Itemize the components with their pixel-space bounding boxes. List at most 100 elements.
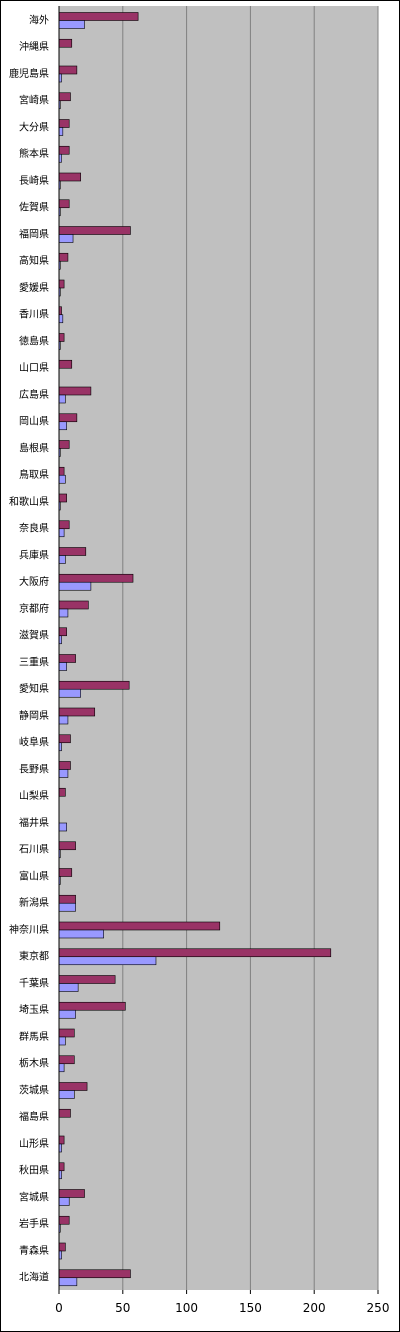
x-tick-label: 50 [115, 1301, 130, 1315]
bar-series-b [58, 662, 67, 671]
bar-series-b [58, 1063, 65, 1073]
category-label: 長野県 [19, 763, 49, 775]
bar-series-a [58, 145, 70, 155]
bar-series-a [58, 654, 76, 663]
bar-series-a [58, 600, 89, 610]
category-label: 群馬県 [19, 1030, 49, 1043]
category-label: 徳島県 [19, 334, 49, 347]
category-label: 山梨県 [19, 789, 49, 802]
bar-series-a [58, 761, 71, 770]
category-label: 石川県 [19, 844, 49, 856]
bar-series-a [58, 868, 73, 877]
category-label: 埼玉県 [19, 1003, 49, 1016]
category-label: 広島県 [19, 388, 49, 401]
category-label: 福岡県 [19, 227, 49, 240]
category-label: 栃木県 [19, 1057, 49, 1070]
bar-series-a [58, 1215, 70, 1225]
category-label: 大分県 [19, 120, 49, 133]
bar-series-b [58, 581, 92, 591]
bar-series-a [58, 1055, 75, 1065]
category-label: 岩手県 [19, 1217, 49, 1230]
x-tick-label: 0 [55, 1301, 63, 1315]
bar-series-a [58, 279, 65, 289]
bar-series-a [58, 38, 73, 48]
category-labels: 海外沖縄県鹿児島県宮崎県大分県熊本県長崎県佐賀県福岡県高知県愛媛県香川県徳島県山… [9, 13, 49, 1283]
category-label: 三重県 [19, 655, 49, 668]
category-label: 鳥取県 [19, 468, 49, 481]
bar-series-b [58, 20, 85, 29]
bar-series-b [58, 1090, 75, 1099]
category-label: 宮城県 [19, 1190, 49, 1203]
bar-series-b [58, 528, 65, 538]
category-label: 和歌山県 [9, 495, 49, 508]
category-label: 奈良県 [19, 522, 49, 535]
bar-series-a [58, 975, 116, 984]
bar-series-b [58, 929, 104, 939]
bar-series-a [58, 1242, 66, 1252]
bar-series-b [58, 555, 66, 564]
bar-series-a [58, 1001, 126, 1011]
category-label: 青森県 [19, 1244, 49, 1257]
category-label: 高知県 [19, 254, 49, 267]
bar-series-a [58, 65, 78, 75]
bar-series-b [58, 769, 69, 778]
bar-series-a [58, 359, 73, 369]
category-label: 島根県 [19, 441, 49, 454]
category-label: 静岡県 [19, 709, 49, 722]
bar-series-b [58, 394, 66, 404]
bar-series-a [58, 333, 65, 342]
bars [58, 12, 332, 1287]
bar-series-a [58, 172, 81, 182]
gridlines [58, 6, 379, 1294]
bar-series-a [58, 92, 71, 102]
bar-series-a [58, 734, 71, 744]
bar-series-b [58, 1036, 66, 1046]
bar-series-a [58, 921, 221, 931]
bar-series-b [58, 314, 64, 324]
category-label: 千葉県 [19, 976, 49, 989]
category-label: 新潟県 [19, 896, 49, 909]
plot-area [59, 6, 378, 1290]
x-tick-labels: 0 50 100 150 200 250 [55, 1301, 389, 1315]
bar-series-a [58, 1189, 85, 1198]
bar-series-a [58, 1135, 65, 1145]
bar-series-a [58, 386, 92, 396]
bar-series-a [58, 12, 139, 21]
x-tick-label: 150 [239, 1301, 262, 1315]
bar-series-a [58, 948, 332, 958]
bar-series-b [58, 822, 67, 832]
bar-series-a [58, 1162, 65, 1172]
x-tick-label: 200 [303, 1301, 326, 1315]
bar-series-a [58, 841, 76, 851]
category-label: 福井県 [19, 816, 49, 829]
x-tick-label: 100 [175, 1301, 198, 1315]
category-label: 山口県 [19, 362, 49, 374]
bar-series-a [58, 226, 131, 235]
bar-series-a [58, 787, 66, 797]
bar-series-a [58, 1269, 131, 1279]
bar-series-b [58, 1277, 78, 1287]
bar-series-a [58, 252, 69, 262]
x-tick-label: 250 [367, 1301, 390, 1315]
bar-series-a [58, 1108, 71, 1118]
category-label: 福島県 [19, 1110, 49, 1123]
bar-series-a [58, 707, 96, 717]
bar-series-a [58, 493, 67, 503]
category-label: 東京都 [19, 950, 49, 963]
bar-series-a [58, 1082, 88, 1091]
bar-series-a [58, 627, 67, 637]
category-label: 滋賀県 [19, 629, 49, 642]
category-label: 香川県 [19, 309, 49, 321]
bar-series-b [58, 1197, 70, 1206]
bar-series-b [58, 1009, 76, 1019]
bar-series-b [58, 902, 76, 912]
category-label: 兵庫県 [19, 548, 49, 561]
bar-series-a [58, 547, 87, 556]
category-label: 長崎県 [19, 174, 49, 187]
bar-series-b [58, 127, 64, 136]
category-label: 熊本県 [19, 147, 49, 160]
category-label: 沖縄県 [19, 40, 49, 53]
category-label: 岡山県 [19, 416, 49, 428]
category-label: 佐賀県 [19, 202, 49, 214]
category-label: 神奈川県 [9, 923, 49, 936]
